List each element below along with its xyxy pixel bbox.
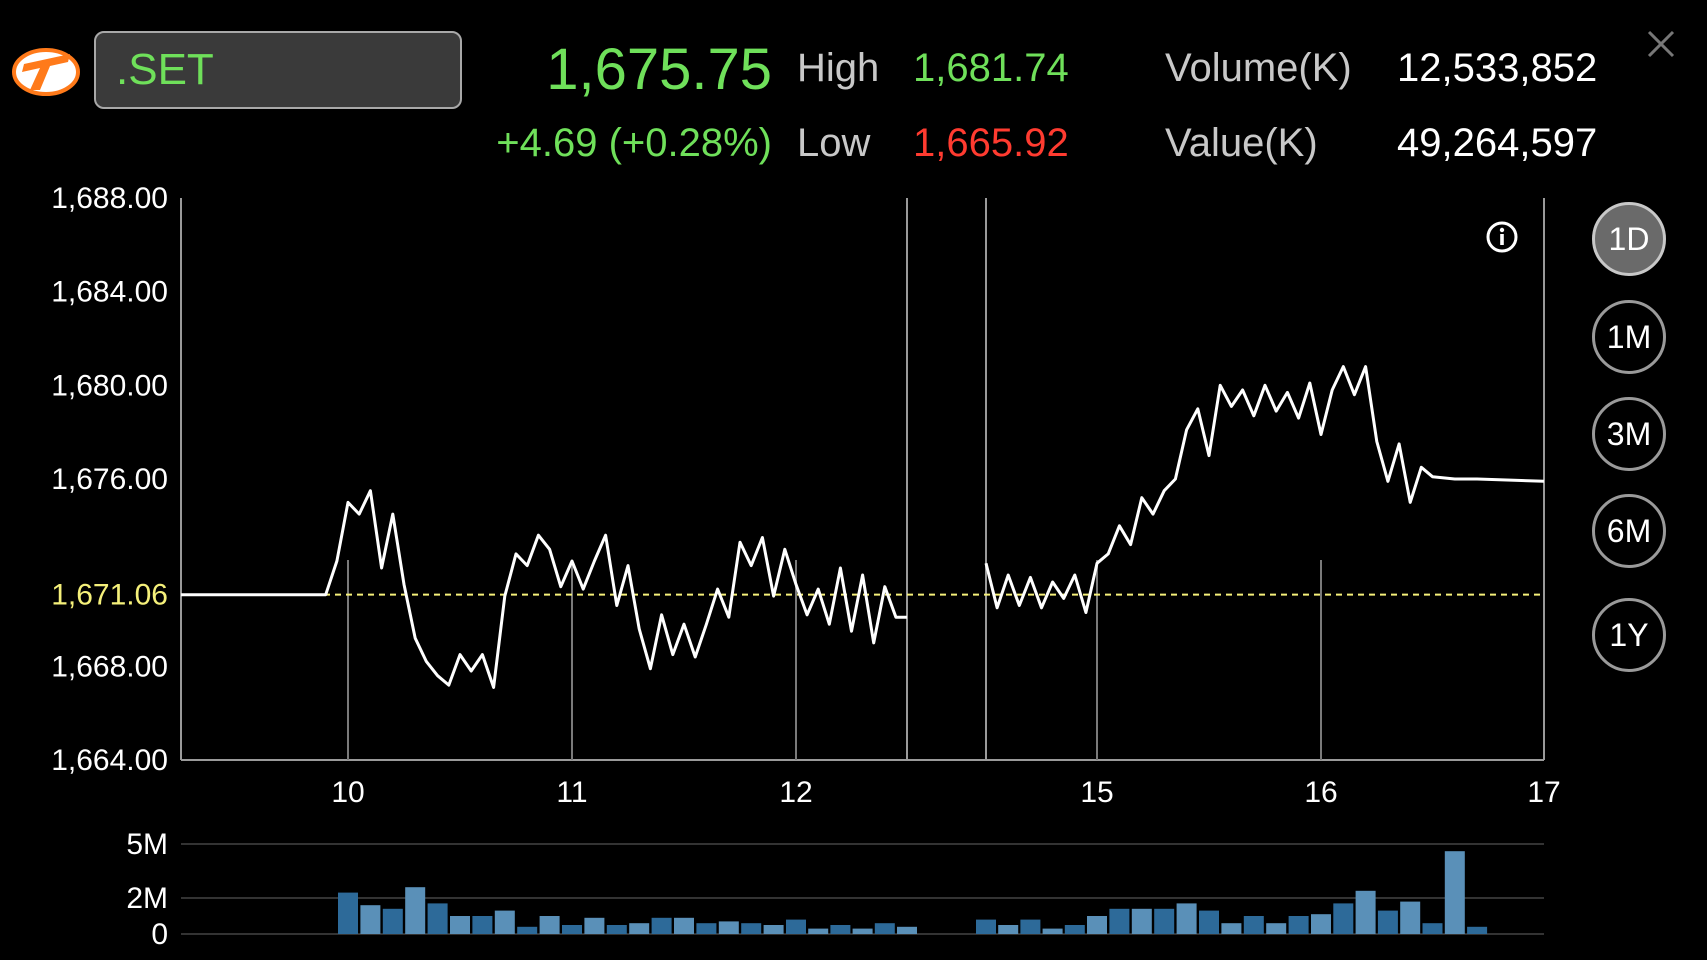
volume-bar (1176, 903, 1197, 934)
volume-bar (1311, 914, 1331, 934)
volume-bar (382, 908, 403, 934)
volume-bar (1221, 923, 1242, 934)
reference-label: 1,671.06 (51, 579, 168, 612)
period-3m-button[interactable]: 3M (1592, 397, 1666, 471)
volume-tick-label: 0 (151, 918, 168, 951)
period-1d-button[interactable]: 1D (1592, 202, 1666, 276)
volume-bar (786, 919, 806, 934)
volume-label: Volume(K) (1165, 46, 1352, 90)
price-change: +4.69 (+0.28%) (496, 121, 772, 165)
y-tick-label: 1,680.00 (51, 369, 168, 402)
volume-bar (472, 916, 493, 934)
volume-value: 12,533,852 (1397, 46, 1598, 90)
y-tick-label: 1,668.00 (51, 650, 168, 683)
low-value: 1,665.92 (913, 121, 1069, 165)
volume-bar (360, 905, 381, 934)
volume-bar (874, 923, 895, 934)
volume-bar (629, 923, 650, 934)
volume-bar (976, 919, 996, 934)
volume-tick-label: 2M (126, 882, 168, 915)
volume-bar (808, 928, 829, 934)
period-6m-button[interactable]: 6M (1592, 494, 1666, 568)
high-label: High (797, 46, 880, 90)
volume-bar (1020, 919, 1041, 934)
volume-bar (606, 925, 627, 934)
volume-bar (1377, 910, 1398, 934)
x-tick-label: 17 (1527, 776, 1560, 809)
volume-bar (696, 923, 717, 934)
value-value: 49,264,597 (1397, 121, 1598, 165)
x-tick-label: 16 (1304, 776, 1337, 809)
volume-bar (1199, 910, 1219, 934)
volume-bar (1355, 890, 1376, 934)
volume-bar (718, 921, 739, 934)
volume-bar (338, 892, 358, 934)
volume-bar (584, 917, 605, 934)
x-tick-label: 12 (779, 776, 812, 809)
close-icon[interactable] (1643, 26, 1679, 62)
y-tick-label: 1,664.00 (51, 744, 168, 777)
volume-bar (517, 926, 538, 934)
high-value: 1,681.74 (913, 46, 1069, 90)
last-price: 1,675.75 (546, 37, 772, 102)
volume-bar (763, 925, 784, 934)
volume-bar (1467, 926, 1488, 934)
y-tick-label: 1,688.00 (51, 182, 168, 215)
volume-bar (852, 928, 873, 934)
volume-tick-label: 5M (126, 828, 168, 861)
volume-bar (1131, 908, 1152, 934)
volume-bar (405, 887, 426, 934)
volume-bar (1266, 923, 1287, 934)
y-tick-label: 1,684.00 (51, 276, 168, 309)
brand-logo-icon (12, 48, 80, 96)
volume-bar (1154, 908, 1175, 934)
volume-bar (998, 925, 1019, 934)
volume-bar (1109, 908, 1130, 934)
volume-bar (651, 917, 672, 934)
symbol-input[interactable]: .SET (94, 31, 462, 109)
volume-bar (1400, 901, 1421, 934)
volume-bar (1444, 851, 1465, 934)
period-1m-button[interactable]: 1M (1592, 300, 1666, 374)
x-tick-label: 10 (331, 776, 364, 809)
volume-bar (539, 916, 560, 934)
period-1y-button[interactable]: 1Y (1592, 598, 1666, 672)
volume-bar (741, 923, 762, 934)
x-tick-label: 15 (1080, 776, 1113, 809)
volume-bar (830, 925, 851, 934)
volume-bar (1087, 916, 1107, 934)
price-line-morning (181, 489, 907, 689)
info-icon[interactable] (1485, 220, 1519, 254)
volume-bar (674, 917, 694, 934)
low-label: Low (797, 121, 871, 165)
volume-bar (1333, 903, 1354, 934)
price-line-afternoon (984, 365, 1545, 614)
value-label: Value(K) (1165, 121, 1318, 165)
volume-bar (427, 903, 448, 934)
volume-bar (1042, 928, 1063, 934)
volume-bar (494, 910, 515, 934)
y-tick-label: 1,676.00 (51, 463, 168, 496)
volume-bar (1422, 923, 1443, 934)
volume-bar (1064, 925, 1085, 934)
volume-bar (450, 916, 470, 934)
volume-bar (562, 925, 582, 934)
volume-bar (1288, 916, 1309, 934)
x-tick-label: 11 (556, 776, 587, 809)
volume-bar (1243, 916, 1264, 934)
volume-bar (897, 926, 917, 934)
